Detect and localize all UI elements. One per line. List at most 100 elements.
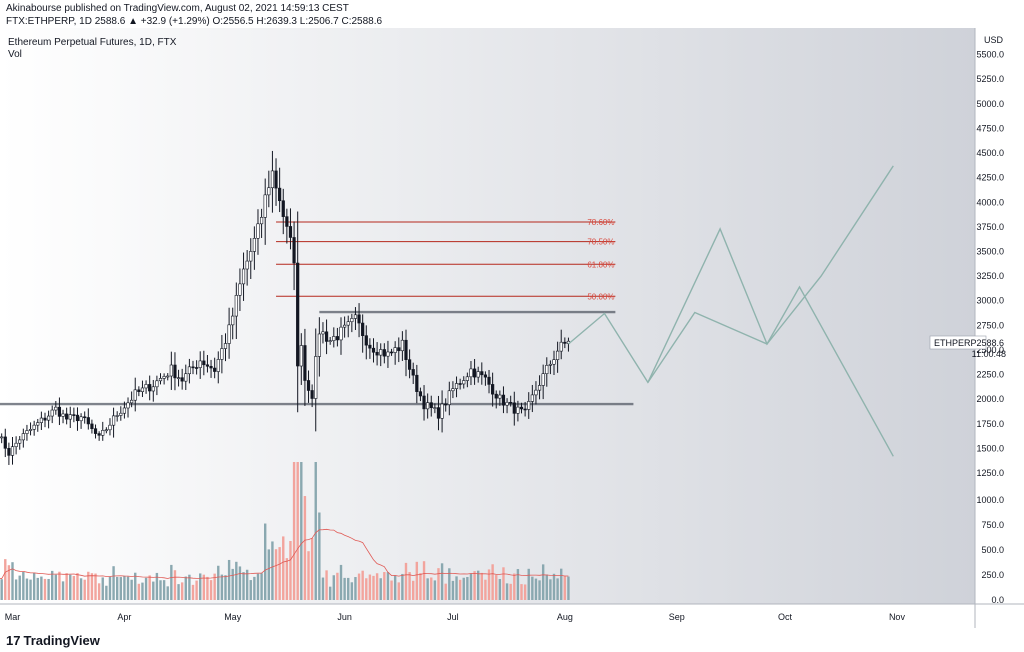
volume-bar xyxy=(505,583,509,600)
volume-bar xyxy=(43,578,47,600)
volume-bar xyxy=(101,577,104,600)
candle-up xyxy=(151,386,155,392)
price-tick-label: 3250.0 xyxy=(976,271,1004,281)
header-bar: Akinabourse published on TradingView.com… xyxy=(0,0,1024,28)
volume-bar xyxy=(105,585,108,600)
volume-bar xyxy=(130,579,133,600)
candle-up xyxy=(18,439,22,444)
candle-down xyxy=(389,351,394,354)
volume-bar xyxy=(180,582,184,600)
volume-bar xyxy=(296,462,299,600)
candle-down xyxy=(292,237,296,264)
candle-up xyxy=(50,409,54,417)
time-tick-label: Aug xyxy=(557,612,573,622)
fib-level-label: 50.00% xyxy=(587,292,614,301)
volume-bar xyxy=(11,562,14,600)
candle-up xyxy=(559,341,563,352)
price-chart[interactable]: 78.60% 70.50% 61.80% 50.00% 5500.0 5250.0 500… xyxy=(0,28,1024,628)
price-tick-label: 2250.0 xyxy=(976,370,1004,380)
candle-down xyxy=(306,380,311,391)
volume-tick-label: 500.0 xyxy=(981,545,1004,555)
volume-bar xyxy=(220,574,224,600)
candle-up xyxy=(155,380,159,388)
volume-bar xyxy=(274,549,278,600)
volume-bar xyxy=(90,573,94,600)
volume-bar xyxy=(217,565,220,600)
candle-up xyxy=(158,378,163,382)
candle-up xyxy=(111,415,116,426)
projection-path-1 xyxy=(567,285,894,457)
volume-bar xyxy=(440,563,444,600)
price-tick-label: 1500.0 xyxy=(976,443,1004,453)
brand-name: TradingView xyxy=(23,633,100,648)
candle-down xyxy=(364,335,368,346)
volume-bar xyxy=(303,496,307,600)
price-tick-label: 1250.0 xyxy=(976,468,1004,478)
candle-up xyxy=(498,394,502,399)
tradingview-logo[interactable]: 17 TradingView xyxy=(6,633,100,648)
time-tick-label: Apr xyxy=(117,612,131,622)
candle-down xyxy=(501,394,506,406)
volume-bar xyxy=(25,578,29,600)
time-tick-label: Jun xyxy=(337,612,352,622)
volume-bar xyxy=(534,578,538,600)
volume-bar xyxy=(458,579,462,600)
volume-bar xyxy=(29,579,32,600)
volume-bar xyxy=(361,570,364,600)
volume-bar xyxy=(141,582,144,600)
candle-up xyxy=(541,373,545,386)
last-price-value: 2588.6 xyxy=(976,338,1004,348)
volume-bar xyxy=(264,523,267,600)
volume-bar xyxy=(166,586,169,600)
candle-down xyxy=(137,389,141,392)
volume-bar xyxy=(455,576,458,600)
candle-down xyxy=(335,336,340,341)
candle-down xyxy=(415,374,419,392)
candle-down xyxy=(75,414,80,422)
candle-down xyxy=(296,262,300,367)
chart-pane[interactable]: 78.60% 70.50% 61.80% 50.00% 5500.0 5250.0 500… xyxy=(0,28,1024,628)
volume-bar xyxy=(527,568,530,600)
volume-bar xyxy=(61,581,65,600)
candle-down xyxy=(173,364,177,379)
volume-bar xyxy=(173,570,177,600)
price-tick-label: 1750.0 xyxy=(976,419,1004,429)
volume-bar xyxy=(401,573,404,600)
plot-background xyxy=(0,28,975,604)
price-tick-label: 2500.0 xyxy=(976,345,1004,355)
volume-bar xyxy=(552,573,556,600)
volume-bar xyxy=(415,561,419,600)
candle-up xyxy=(28,429,33,431)
volume-bar xyxy=(134,572,137,600)
candle-down xyxy=(86,417,90,425)
volume-bar xyxy=(480,572,483,600)
fib-level-label: 70.50% xyxy=(587,238,614,247)
candle-down xyxy=(93,428,98,434)
volume-bar xyxy=(191,584,195,600)
candle-down xyxy=(418,391,423,397)
time-tick-label: Oct xyxy=(778,612,793,622)
candle-up xyxy=(476,371,480,378)
volume-bar xyxy=(408,572,411,600)
volume-bar xyxy=(357,573,361,600)
volume-bar xyxy=(343,577,346,600)
candle-up xyxy=(130,399,134,404)
volume-bar xyxy=(444,583,447,600)
volume-bar xyxy=(307,551,310,600)
volume-bar xyxy=(249,580,252,600)
volume-bar xyxy=(162,580,166,600)
volume-bar xyxy=(0,579,3,600)
volume-bar xyxy=(83,579,86,600)
volume-bar xyxy=(448,568,451,600)
candle-up xyxy=(530,394,534,402)
candle-up xyxy=(545,365,549,374)
candle-up xyxy=(469,368,473,378)
volume-bar xyxy=(58,571,61,600)
volume-bar xyxy=(76,573,79,600)
volume-bar xyxy=(209,580,213,600)
candle-down xyxy=(368,344,372,349)
volume-bar xyxy=(227,559,231,600)
candle-up xyxy=(270,170,275,189)
volume-bar xyxy=(531,576,534,600)
candle-up xyxy=(216,359,220,372)
